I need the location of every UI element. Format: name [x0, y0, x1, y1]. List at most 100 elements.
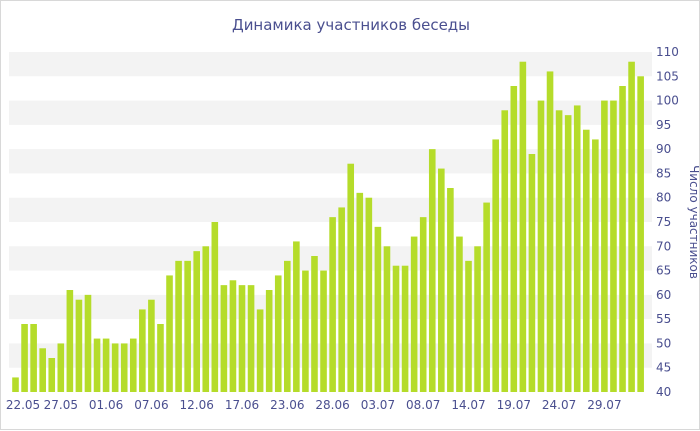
bar: [220, 285, 228, 392]
bar: [193, 251, 200, 392]
bar: [573, 105, 581, 393]
bar: [510, 86, 518, 392]
x-tick-label: 08.07: [406, 398, 440, 412]
bar: [311, 256, 318, 392]
x-tick-label: 28.06: [315, 398, 349, 412]
bar: [265, 290, 273, 392]
bar: [528, 154, 536, 392]
x-tick-label: 29.07: [587, 398, 621, 412]
bar: [483, 202, 490, 392]
x-tick-label: 01.06: [89, 398, 123, 412]
x-tick-label: 22.05: [6, 398, 40, 412]
bar: [546, 71, 554, 393]
bar: [338, 207, 345, 392]
bar: [66, 290, 74, 392]
bar: [383, 246, 391, 392]
bar: [582, 129, 590, 392]
y-tick-label: 75: [656, 215, 671, 229]
bar: [57, 343, 65, 392]
y-tick-label: 65: [656, 264, 671, 278]
bar: [30, 324, 37, 392]
bar: [428, 149, 436, 392]
y-tick-label: 85: [656, 166, 671, 180]
bar: [456, 236, 463, 392]
bar: [84, 294, 92, 392]
bar: [93, 338, 101, 392]
bar: [610, 100, 617, 392]
bar: [211, 222, 219, 392]
grid-band: [9, 100, 652, 125]
bar: [48, 358, 56, 392]
bar: [102, 338, 110, 392]
bar: [601, 100, 608, 392]
x-tick-label: 24.07: [542, 398, 576, 412]
grid-band: [9, 149, 652, 174]
bar: [256, 309, 264, 392]
bar: [293, 241, 300, 392]
bar: [184, 260, 191, 392]
bar: [637, 76, 644, 392]
bar: [410, 236, 418, 392]
x-tick-label: 19.07: [497, 398, 531, 412]
bar: [139, 309, 146, 392]
y-tick-label: 50: [656, 336, 671, 350]
y-tick-label: 90: [656, 142, 671, 156]
bar: [356, 192, 364, 392]
bar: [447, 188, 454, 392]
y-tick-label: 70: [656, 239, 671, 253]
bar: [619, 86, 626, 392]
bar: [148, 299, 155, 392]
grid-bands: [9, 52, 652, 368]
y-tick-label: 110: [656, 45, 679, 59]
bar: [519, 61, 527, 393]
bar: [374, 226, 382, 392]
chart-title: Динамика участников беседы: [232, 16, 470, 34]
bar: [129, 338, 137, 392]
bar: [465, 260, 472, 392]
bar: [120, 343, 128, 392]
bars-layer: [12, 61, 644, 393]
y-tick-label: 55: [656, 312, 671, 326]
bar: [39, 348, 46, 392]
y-axis-label: Число участников: [687, 165, 700, 279]
bar: [229, 280, 237, 392]
bar: [329, 217, 336, 392]
bar: [438, 168, 445, 392]
y-tick-label: 45: [656, 361, 671, 375]
bar: [365, 197, 373, 392]
bar: [592, 139, 599, 392]
bar: [247, 285, 255, 392]
y-axis-ticks: 40 45 50 55 60 65 70 75 80 85 90 95 100 105 110: [656, 45, 679, 399]
bar: [274, 275, 282, 392]
bar: [202, 246, 210, 392]
bar: [537, 100, 545, 392]
y-tick-label: 80: [656, 191, 671, 205]
bar: [302, 270, 309, 392]
bar: [628, 61, 635, 393]
x-tick-label: 23.06: [270, 398, 304, 412]
y-tick-label: 100: [656, 94, 679, 108]
bar: [347, 163, 355, 392]
bar: [238, 285, 246, 392]
bar: [564, 115, 572, 392]
bar: [419, 217, 427, 392]
x-tick-label: 03.07: [361, 398, 395, 412]
bar: [492, 139, 499, 392]
x-tick-label: 12.06: [180, 398, 214, 412]
bar: [474, 246, 481, 392]
bar: [175, 260, 182, 392]
bar: [401, 265, 409, 392]
bar: [111, 343, 119, 392]
bar: [12, 377, 19, 392]
bar: [157, 324, 164, 392]
x-axis-ticks: 22.05 27.05 01.06 07.06 12.06 17.06 23.06 28.06…: [6, 398, 622, 412]
x-tick-label: 27.05: [44, 398, 78, 412]
x-tick-label: 14.07: [451, 398, 485, 412]
x-tick-label: 17.06: [225, 398, 259, 412]
x-tick-label: 07.06: [134, 398, 168, 412]
y-tick-label: 40: [656, 385, 671, 399]
bar: [392, 265, 400, 392]
bar: [555, 110, 563, 392]
grid-band: [9, 52, 652, 77]
